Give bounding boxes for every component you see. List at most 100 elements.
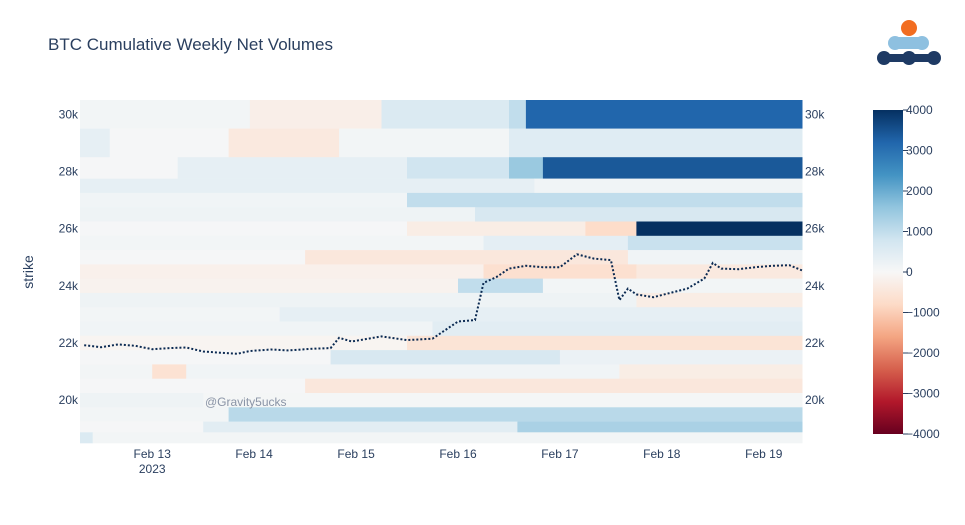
colorbar-tick-label: 4000 xyxy=(906,103,933,117)
y-axis-right: 20k 22k 24k 26k 28k 30k xyxy=(805,107,825,407)
heatmap-cell xyxy=(636,264,803,279)
heatmap-cell xyxy=(80,192,408,208)
heatmap-cell xyxy=(509,157,544,179)
heatmap-cell xyxy=(80,292,637,308)
logo-bar-bottom xyxy=(884,54,934,62)
heatmap-cell xyxy=(627,235,803,251)
heatmap-cell xyxy=(534,178,803,194)
heatmap-cell xyxy=(636,292,803,308)
brand-logo xyxy=(877,20,941,65)
heatmap-cell xyxy=(305,378,803,394)
heatmap-cell xyxy=(80,421,204,433)
y-tick-label-left: 30k xyxy=(59,107,79,121)
x-tick-label: Feb 13 xyxy=(134,447,172,461)
x-tick-year: 2023 xyxy=(139,462,166,476)
x-tick-label: Feb 17 xyxy=(541,447,579,461)
heatmap-cell xyxy=(80,100,251,129)
heatmap-cell xyxy=(80,221,408,237)
heatmap-cell xyxy=(458,278,544,294)
y-tick-label-left: 24k xyxy=(59,279,79,293)
heatmap-cell xyxy=(585,221,637,237)
heatmap-cell xyxy=(109,128,230,158)
watermark: @Gravity5ucks xyxy=(205,395,287,409)
y-tick-label-right: 30k xyxy=(805,107,825,121)
heatmap-cell xyxy=(177,157,408,179)
heatmap-cell xyxy=(80,432,94,444)
colorbar-tick-label: 1000 xyxy=(906,225,933,239)
y-tick-label-left: 28k xyxy=(59,165,79,179)
heatmap-cell xyxy=(80,264,484,279)
logo-dot-top xyxy=(901,20,917,36)
heatmap-cell xyxy=(80,235,484,251)
heatmap-cell xyxy=(305,250,629,265)
heatmap-cell xyxy=(249,100,383,129)
heatmap-cell xyxy=(407,157,510,179)
y-tick-label-left: 26k xyxy=(59,222,79,236)
x-tick-label: Feb 18 xyxy=(643,447,681,461)
colorbar-ticks: 4000 3000 2000 1000 0 −1000 −2000 −3000 −4000 xyxy=(903,103,940,441)
heatmap-cell xyxy=(80,250,306,265)
y-tick-label-right: 26k xyxy=(805,222,825,236)
heatmap-cell xyxy=(228,407,803,422)
heatmap-cell xyxy=(80,128,111,158)
heatmap-cell xyxy=(542,157,803,179)
y-tick-label-left: 22k xyxy=(59,336,79,350)
heatmap-cell xyxy=(203,393,803,408)
colorbar-tick-label: −4000 xyxy=(906,427,940,441)
heatmap-cell xyxy=(475,207,803,222)
heatmap-cell xyxy=(152,364,187,379)
y-tick-label-right: 24k xyxy=(805,279,825,293)
heatmap-cell xyxy=(509,100,527,129)
heatmap-cell xyxy=(80,350,332,365)
logo-bar-mid xyxy=(895,37,922,49)
heatmap-cell xyxy=(559,350,803,365)
heatmap-cell xyxy=(80,335,408,351)
colorbar-tick-label: −1000 xyxy=(906,306,940,320)
y-tick-label-right: 28k xyxy=(805,165,825,179)
y-tick-label-right: 22k xyxy=(805,336,825,350)
heatmap-cell xyxy=(483,264,637,279)
y-axis-title: strike xyxy=(20,255,36,289)
colorbar-tick-label: 3000 xyxy=(906,144,933,158)
heatmap-cell xyxy=(483,235,629,251)
heatmap-cell xyxy=(80,278,459,294)
colorbar xyxy=(873,110,903,434)
heatmap-cell xyxy=(203,421,518,433)
colorbar-tick-label: 2000 xyxy=(906,184,933,198)
heatmap-cell xyxy=(279,307,803,322)
y-axis-left: 20k 22k 24k 26k 28k 30k xyxy=(59,107,79,407)
x-tick-label: Feb 14 xyxy=(235,447,273,461)
heatmap-cell xyxy=(330,350,561,365)
x-tick-label: Feb 15 xyxy=(337,447,375,461)
heatmap xyxy=(80,100,803,444)
chart-title: BTC Cumulative Weekly Net Volumes xyxy=(48,35,333,54)
heatmap-cell xyxy=(407,192,803,208)
y-tick-label-left: 20k xyxy=(59,393,79,407)
x-tick-label: Feb 16 xyxy=(439,447,477,461)
heatmap-cell xyxy=(381,100,510,129)
heatmap-cell xyxy=(80,407,230,422)
heatmap-cell xyxy=(80,178,535,194)
colorbar-tick-label: 0 xyxy=(906,265,913,279)
colorbar-tick-label: −2000 xyxy=(906,346,940,360)
heatmap-cell xyxy=(517,421,803,433)
heatmap-cell xyxy=(619,364,803,379)
heatmap-cell xyxy=(432,321,803,337)
heatmap-cell xyxy=(407,221,586,237)
heatmap-cell xyxy=(80,393,204,408)
heatmap-cell xyxy=(92,432,803,444)
heatmap-cell xyxy=(80,207,476,222)
heatmap-cell xyxy=(636,221,803,237)
heatmap-cell xyxy=(80,321,433,337)
heatmap-cell xyxy=(542,278,803,294)
heatmap-cell xyxy=(525,100,803,129)
heatmap-cell xyxy=(228,128,340,158)
heatmap-cell xyxy=(80,364,153,379)
y-tick-label-right: 20k xyxy=(805,393,825,407)
heatmap-cell xyxy=(80,378,306,394)
heatmap-cell xyxy=(509,128,803,158)
price-line xyxy=(84,253,803,355)
heatmap-cell xyxy=(339,128,510,158)
